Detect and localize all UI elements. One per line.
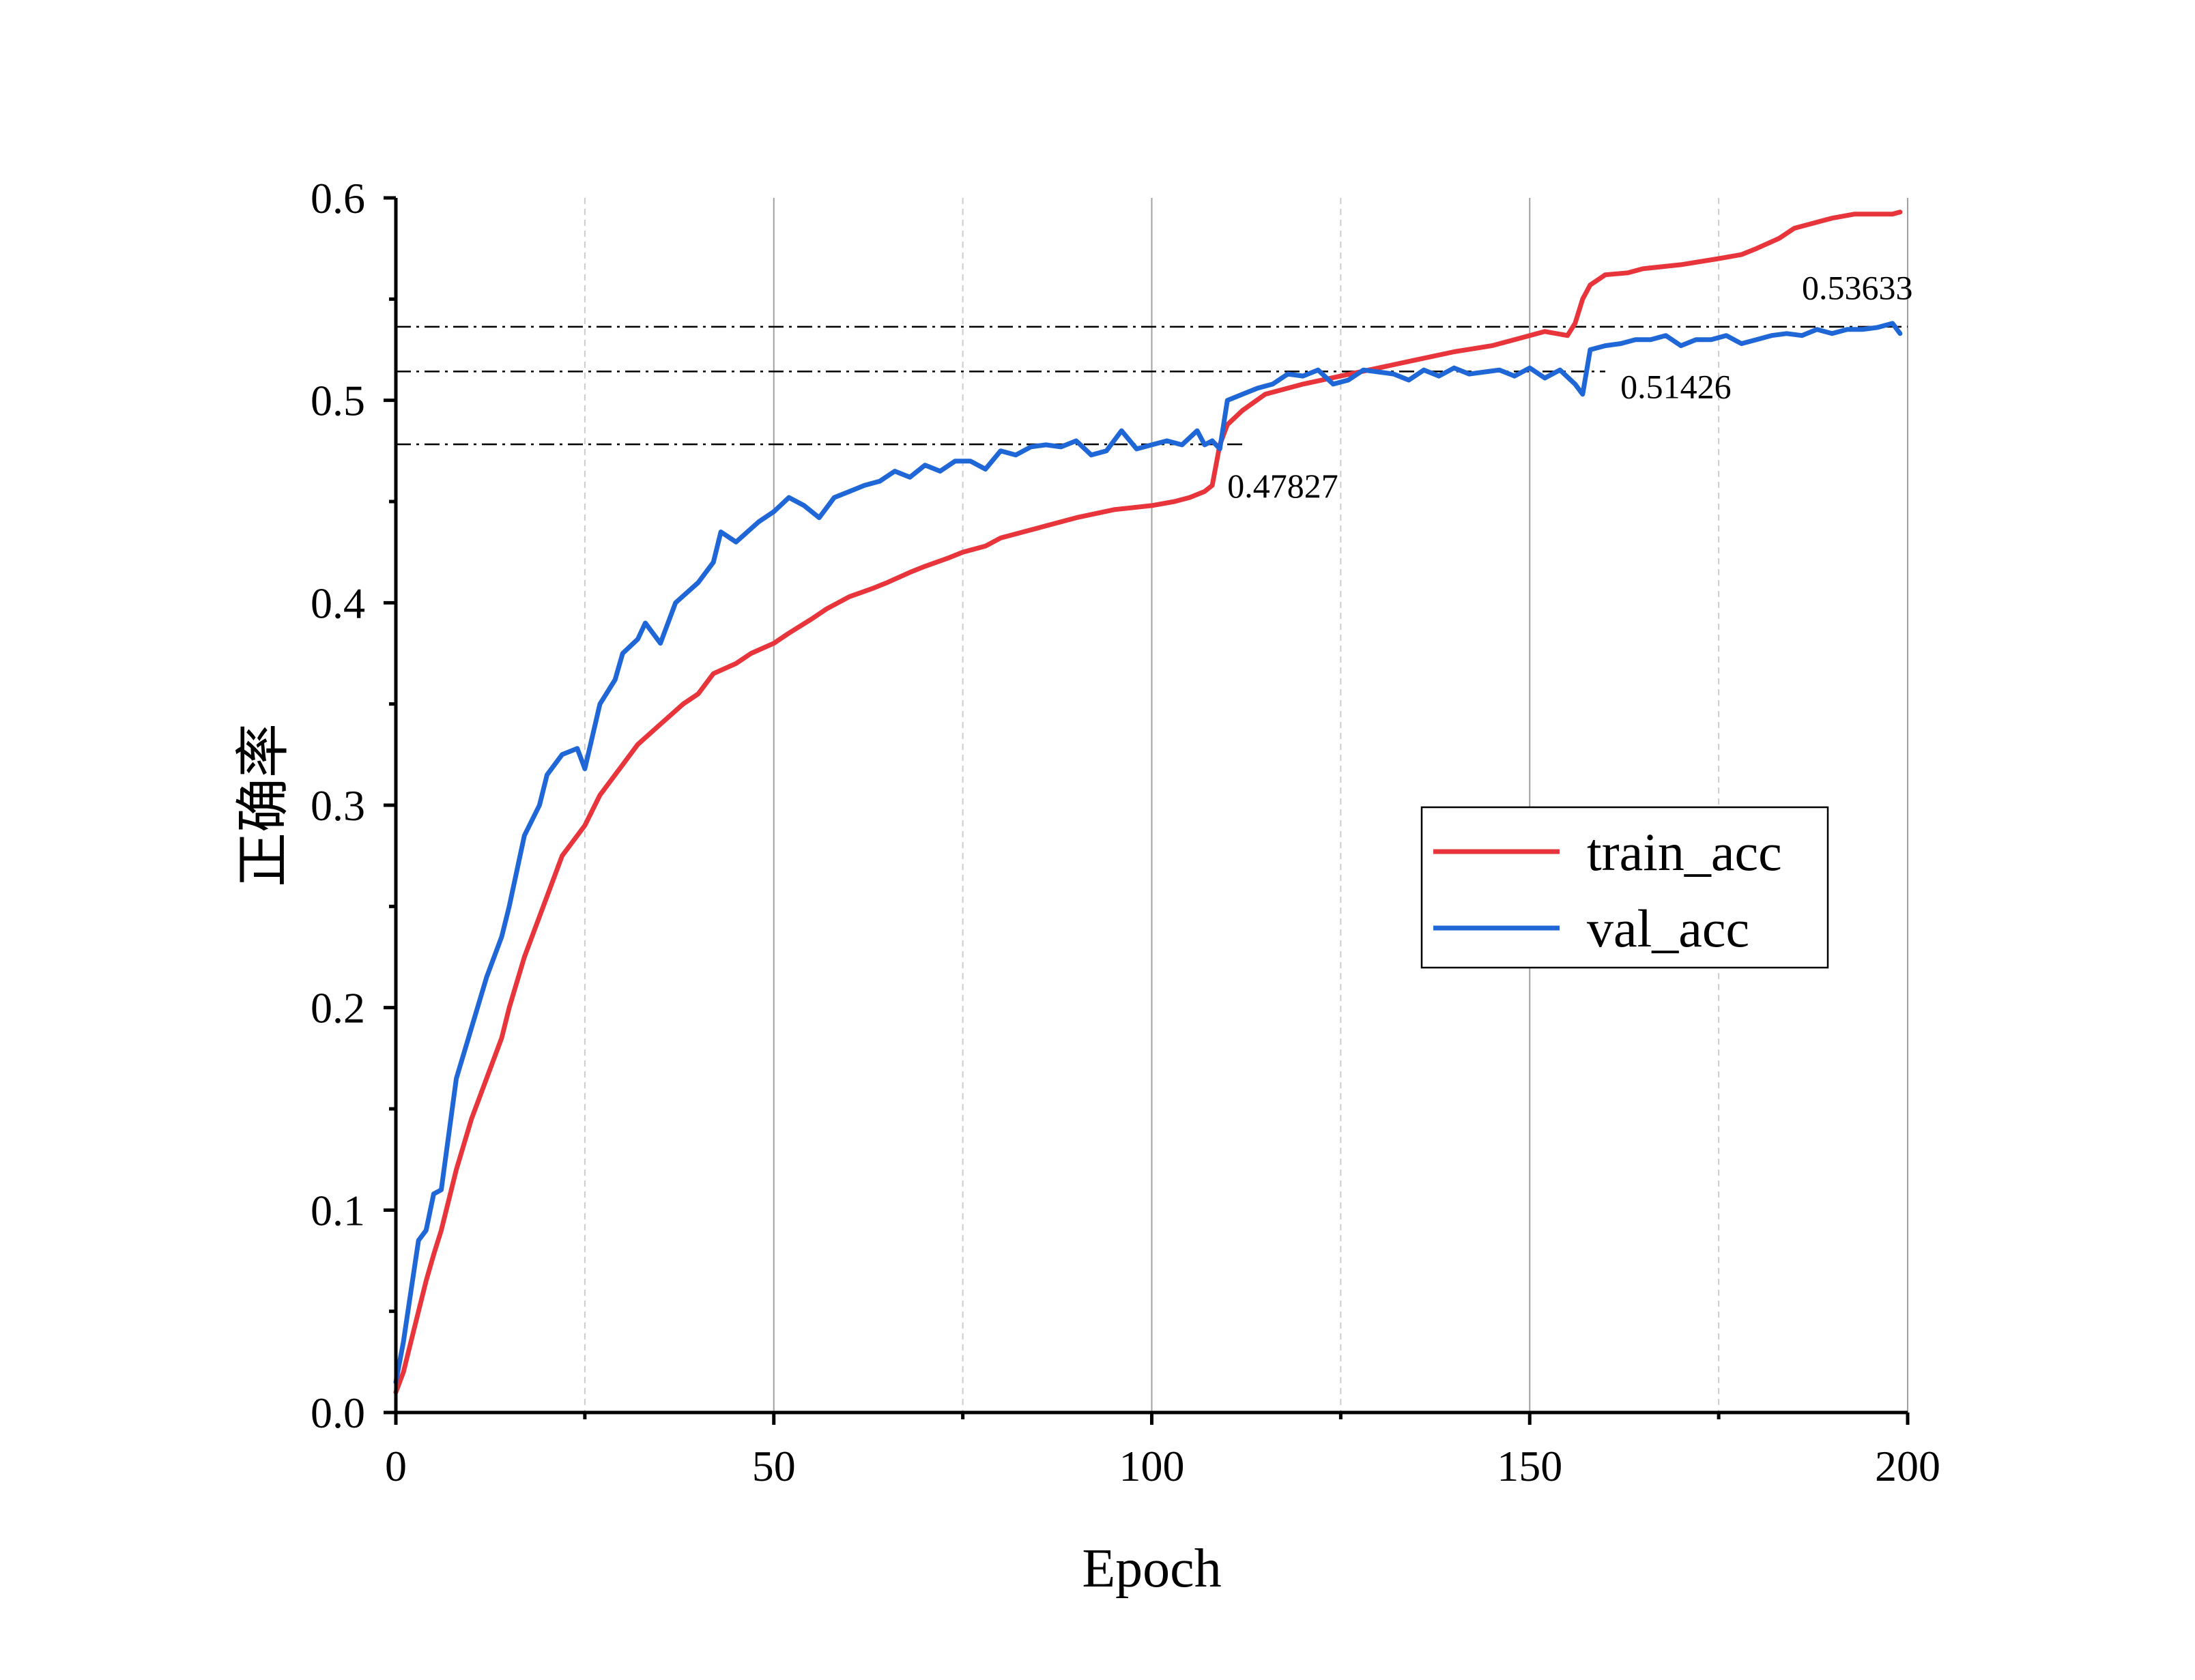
legend: train_acc val_acc [1420,806,1829,969]
x-axis-title: Epoch [1082,1539,1221,1599]
y-tick-label-0.1: 0.1 [311,1186,365,1234]
reference-label-0.47827: 0.47827 [1227,467,1338,505]
gridlines [584,198,1908,1413]
series-train-acc-line [393,209,1903,1395]
x-tick-label-150: 150 [1497,1442,1562,1490]
y-axis-title: 正确率 [234,723,294,887]
axis-ticks: 0 50 100 150 200 0.0 0.1 0.2 0.3 0.4 0.5 0.6 [311,174,1940,1490]
y-tick-label-0.6: 0.6 [311,174,365,222]
x-tick-label-50: 50 [752,1442,796,1490]
reference-lines [396,325,1908,446]
x-tick-label-0: 0 [385,1442,407,1490]
reference-annotations: 0.53633 0.51426 0.47827 [1227,268,1912,505]
series-val-acc-line [393,321,1903,1385]
reference-label-0.53633: 0.53633 [1802,268,1913,306]
reference-label-0.51426: 0.51426 [1620,368,1732,406]
y-tick-label-0.5: 0.5 [311,377,365,425]
y-tick-label-0.3: 0.3 [311,781,365,830]
y-tick-label-0.0: 0.0 [311,1389,365,1437]
legend-box [1420,806,1829,969]
legend-train-acc-label: train_acc [1587,822,1782,882]
x-tick-label-100: 100 [1119,1442,1185,1490]
y-tick-label-0.4: 0.4 [311,579,365,627]
y-tick-label-0.2: 0.2 [311,984,365,1032]
x-tick-label-200: 200 [1875,1442,1940,1490]
legend-val-acc-label: val_acc [1587,899,1749,958]
